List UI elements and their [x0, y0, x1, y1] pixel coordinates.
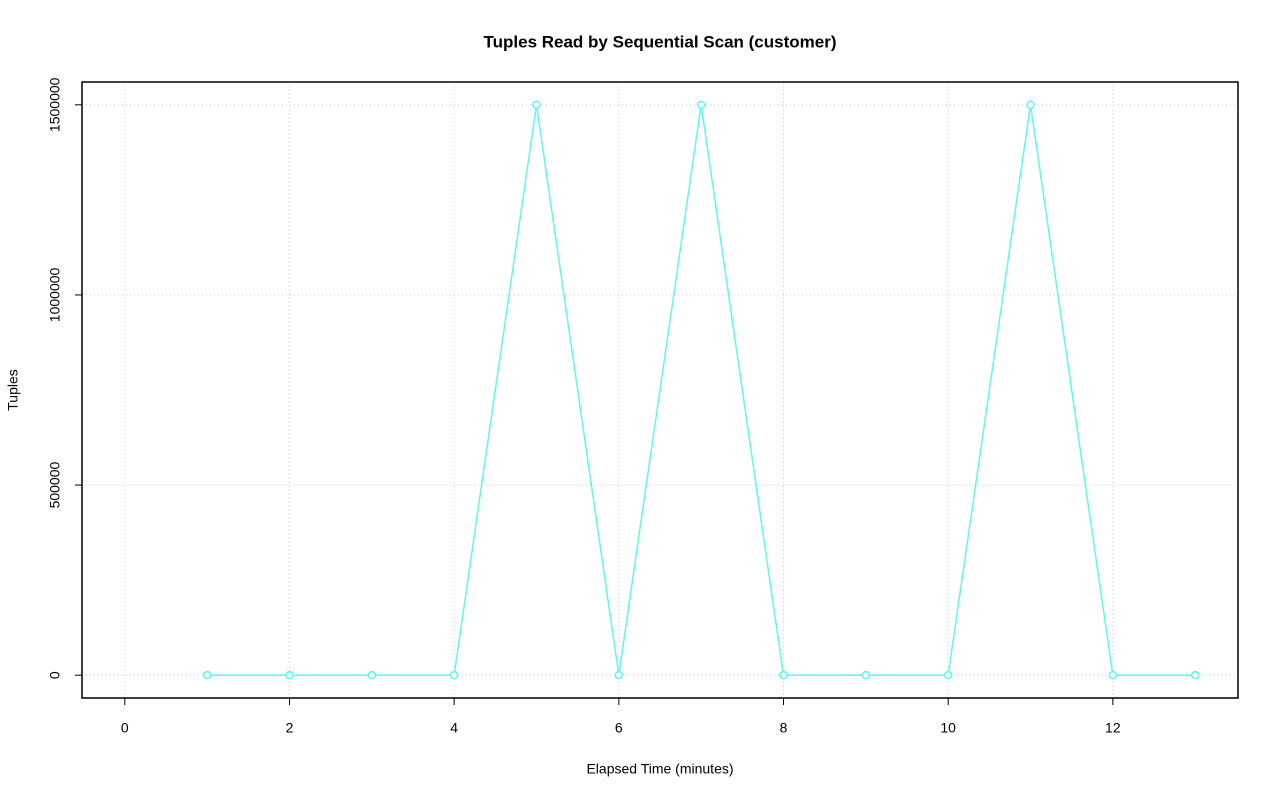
data-point [285, 670, 294, 680]
x-tick-label: 0 [121, 720, 129, 736]
data-point [1190, 670, 1200, 680]
data-point [449, 670, 459, 680]
data-point [861, 670, 871, 680]
data-point [779, 670, 788, 680]
x-tick-label: 2 [286, 720, 294, 736]
series-line [207, 104, 1196, 676]
y-tick-label: 1000000 [47, 267, 63, 322]
data-point [696, 100, 706, 110]
data-point [1108, 670, 1118, 680]
data-point [943, 670, 953, 680]
data-point [1026, 100, 1035, 110]
y-tick-label: 1500000 [47, 77, 63, 132]
x-tick-label: 12 [1105, 720, 1121, 736]
x-tick-label: 8 [780, 720, 788, 736]
data-point [202, 670, 212, 680]
x-axis-label: Elapsed Time (minutes) [586, 761, 733, 777]
x-tick-label: 10 [940, 720, 956, 736]
y-axis-label: Tuples [5, 369, 21, 411]
data-point [532, 100, 541, 110]
chart-title: Tuples Read by Sequential Scan (customer… [484, 32, 837, 51]
x-tick-label: 4 [450, 720, 458, 736]
x-tick-label: 6 [615, 720, 623, 736]
data-point [614, 670, 624, 680]
y-tick-label: 0 [47, 671, 63, 679]
data-point [367, 670, 377, 680]
y-tick-label: 500000 [47, 461, 63, 508]
plot-frame [81, 81, 1239, 699]
